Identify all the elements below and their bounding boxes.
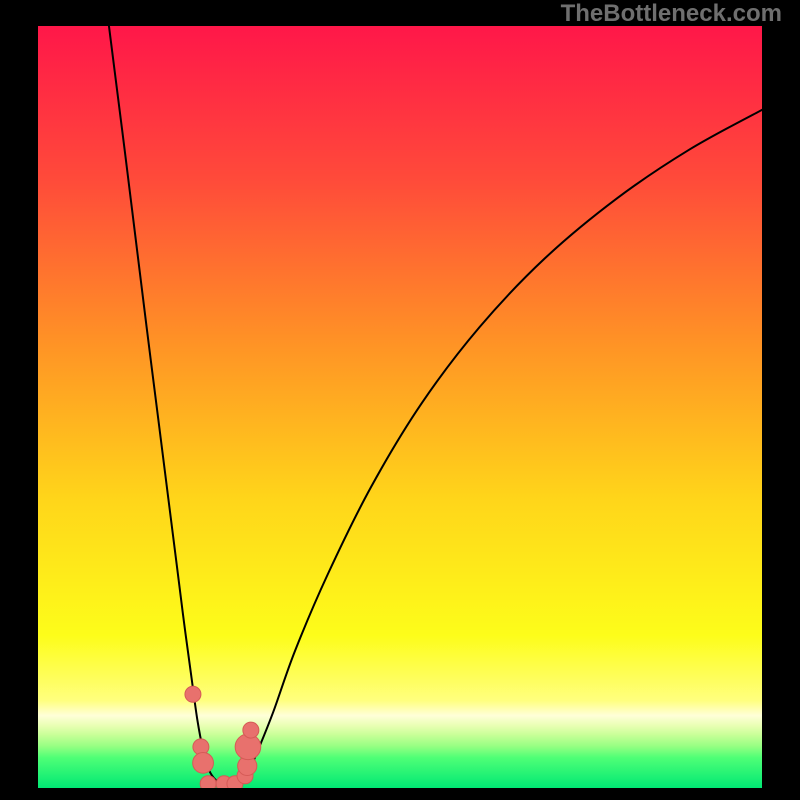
data-marker — [193, 752, 214, 773]
data-marker — [185, 686, 201, 702]
watermark-label: TheBottleneck.com — [561, 0, 782, 28]
data-marker — [243, 722, 259, 738]
plot-svg — [38, 26, 762, 788]
gradient-background — [38, 26, 762, 788]
chart-root: TheBottleneck.com — [0, 0, 800, 800]
data-marker — [200, 776, 216, 788]
